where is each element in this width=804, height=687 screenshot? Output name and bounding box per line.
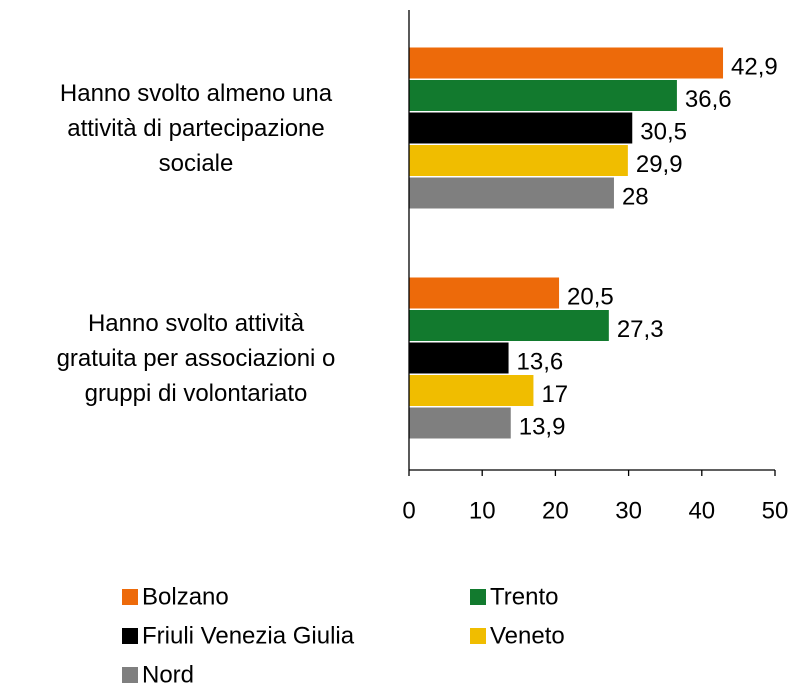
data-label: 36,6 — [685, 86, 732, 113]
x-tick-label: 10 — [469, 497, 496, 524]
bar — [409, 342, 509, 374]
legend-label: Bolzano — [142, 583, 229, 610]
data-label: 13,6 — [517, 348, 564, 375]
x-tick-label: 0 — [402, 497, 415, 524]
data-label: 30,5 — [640, 118, 687, 145]
data-label: 20,5 — [567, 283, 614, 310]
legend-swatch — [122, 667, 138, 683]
bar — [409, 375, 534, 406]
legend-swatch — [122, 589, 138, 605]
bar — [409, 277, 560, 309]
category-label: Hanno svolto attività gratuita per assoc… — [56, 310, 336, 407]
bar — [409, 407, 511, 439]
bar — [409, 310, 609, 341]
x-tick-label: 20 — [542, 497, 569, 524]
x-tick-label: 30 — [615, 497, 642, 524]
legend-label: Friuli Venezia Giulia — [142, 622, 355, 649]
data-label: 28 — [622, 183, 649, 210]
x-tick-label: 50 — [762, 497, 789, 524]
legend-swatch — [470, 589, 486, 605]
bar — [409, 47, 724, 79]
legend-label: Trento — [490, 583, 558, 610]
x-tick-label: 40 — [688, 497, 715, 524]
data-label: 42,9 — [731, 53, 778, 80]
bar — [409, 145, 628, 176]
data-label: 17 — [541, 381, 568, 408]
data-label: 29,9 — [636, 151, 683, 178]
bar — [409, 112, 633, 144]
legend-label: Nord — [142, 661, 194, 687]
bar — [409, 80, 677, 111]
legend-swatch — [122, 628, 138, 644]
legend-swatch — [470, 628, 486, 644]
legend-label: Veneto — [490, 622, 565, 649]
data-label: 13,9 — [519, 413, 566, 440]
data-label: 27,3 — [617, 316, 664, 343]
category-label: Hanno svolto almeno una attività di part… — [59, 80, 333, 177]
bar — [409, 177, 614, 209]
